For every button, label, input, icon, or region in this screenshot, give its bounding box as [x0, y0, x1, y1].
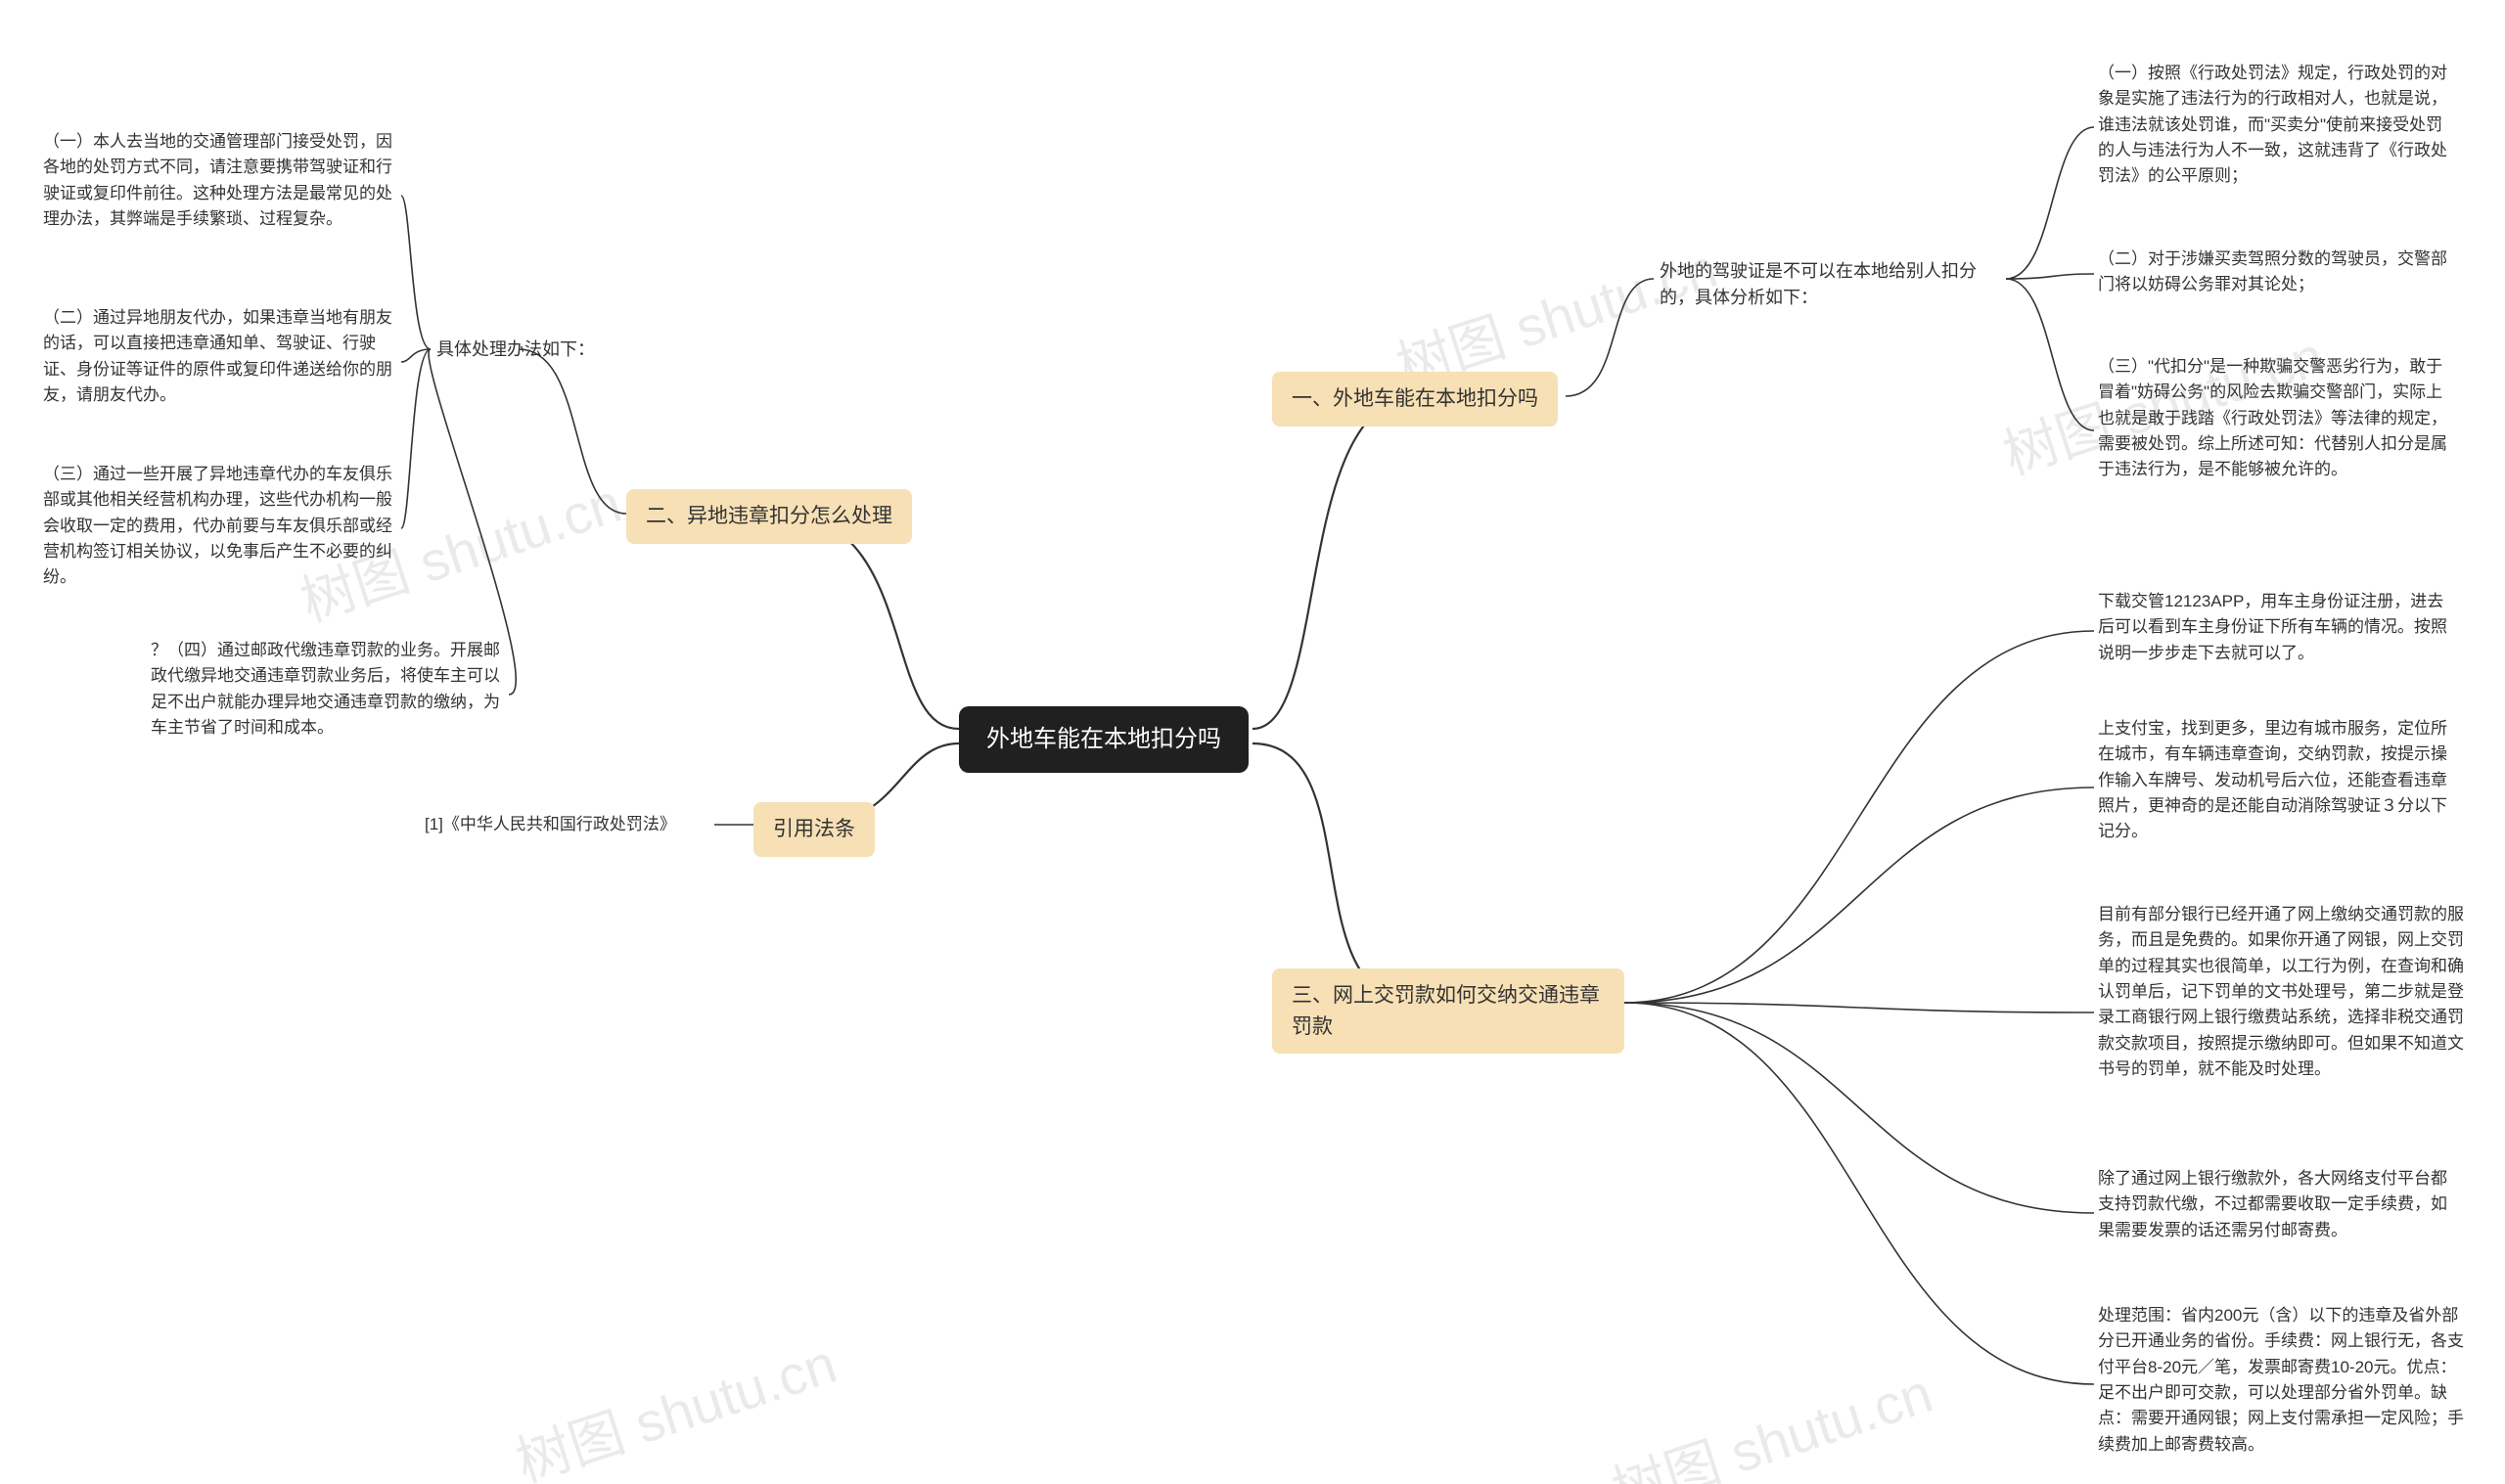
leaf-node: （一）本人去当地的交通管理部门接受处罚，因各地的处罚方式不同，请注意要携带驾驶证… — [39, 127, 401, 234]
sub-node[interactable]: 具体处理办法如下： — [431, 333, 607, 367]
branch-node[interactable]: 二、异地违章扣分怎么处理 — [626, 489, 912, 544]
leaf-node: （二）对于涉嫌买卖驾照分数的驾驶员，交警部门将以妨碍公务罪对其论处； — [2094, 245, 2456, 300]
leaf-node: 除了通过网上银行缴款外，各大网络支付平台都支持罚款代缴，不过都需要收取一定手续费… — [2094, 1164, 2466, 1245]
sub-node[interactable]: 外地的驾驶证是不可以在本地给别人扣分的，具体分析如下： — [1654, 254, 2006, 315]
leaf-node: 下载交管12123APP，用车主身份证注册，进去后可以看到车主身份证下所有车辆的… — [2094, 587, 2456, 668]
leaf-node: 上支付宝，找到更多，里边有城市服务，定位所在城市，有车辆违章查询，交纳罚款，按提… — [2094, 714, 2466, 847]
leaf-node: ？（四）通过邮政代缴违章罚款的业务。开展邮政代缴异地交通违章罚款业务后，将使车主… — [147, 636, 509, 742]
leaf-node: （二）通过异地朋友代办，如果违章当地有朋友的话，可以直接把违章通知单、驾驶证、行… — [39, 303, 401, 410]
leaf-node: [1]《中华人民共和国行政处罚法》 — [421, 810, 714, 839]
leaf-node: 目前有部分银行已经开通了网上缴纳交通罚款的服务，而且是免费的。如果你开通了网银，… — [2094, 900, 2476, 1084]
watermark: 树图 shutu.cn — [1601, 1350, 1941, 1484]
leaf-node: 处理范围：省内200元（含）以下的违章及省外部分已开通业务的省份。手续费：网上银… — [2094, 1301, 2476, 1460]
branch-node[interactable]: 三、网上交罚款如何交纳交通违章罚款 — [1272, 968, 1624, 1054]
leaf-node: （一）按照《行政处罚法》规定，行政处罚的对象是实施了违法行为的行政相对人，也就是… — [2094, 59, 2456, 192]
root-node[interactable]: 外地车能在本地扣分吗 — [959, 706, 1249, 773]
watermark: 树图 shutu.cn — [505, 1321, 845, 1484]
leaf-node: （三）"代扣分"是一种欺骗交警恶劣行为，敢于冒着"妨碍公务"的风险去欺骗交警部门… — [2094, 352, 2456, 485]
branch-node[interactable]: 一、外地车能在本地扣分吗 — [1272, 372, 1558, 427]
branch-node[interactable]: 引用法条 — [753, 802, 875, 857]
leaf-node: （三）通过一些开展了异地违章代办的车友俱乐部或其他相关经营机构办理，这些代办机构… — [39, 460, 401, 593]
mindmap-canvas: 树图 shutu.cn 树图 shutu.cn 树图 shutu.cn 树图 s… — [0, 0, 2505, 1484]
